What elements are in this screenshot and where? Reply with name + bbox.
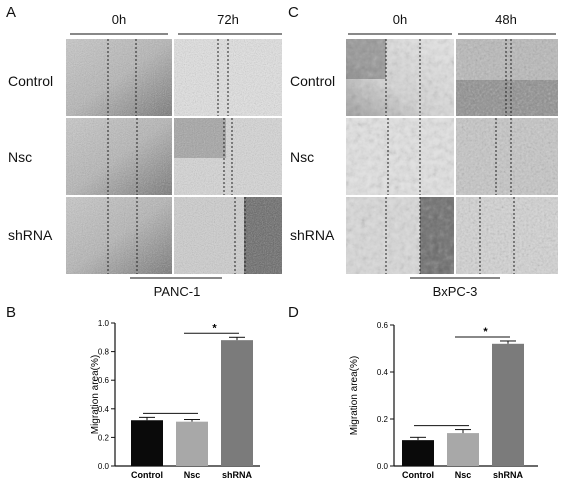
y-tick-label: 0.2 [98, 433, 110, 442]
chart-d: 0.0 0.2 0.4 0.6 Migration area(%) Control Nsc s… [349, 321, 538, 480]
y-axis-label: Migration area(%) [349, 356, 360, 435]
panel-c-row-control: Control [290, 73, 336, 89]
category-label: shRNA [222, 470, 253, 480]
panel-letter-d: D [288, 304, 299, 321]
y-tick-label: 0.8 [98, 348, 110, 357]
micrograph-bxpc3-shrna-0h [346, 197, 454, 274]
bar-nsc [176, 421, 208, 466]
micrograph-panc1-shrna-0h [66, 197, 172, 274]
micrograph-bxpc3-control-48h [456, 39, 558, 116]
panel-c-row-shrna: shRNA [290, 227, 335, 243]
panel-a-micrograph-grid [66, 39, 282, 274]
panel-c-time-48h: 48h [495, 12, 517, 27]
panel-c-micrograph-grid [346, 39, 558, 274]
bar-shrna [221, 340, 253, 466]
micrograph-panc1-control-0h [66, 39, 172, 116]
category-label: Control [131, 470, 163, 480]
category-label: shRNA [493, 470, 524, 480]
panel-c-time-0h: 0h [392, 12, 408, 27]
y-tick-label: 0.0 [98, 462, 110, 471]
micrograph-panc1-shrna-72h [174, 197, 282, 274]
significance-star: * [212, 322, 217, 334]
y-tick-label: 0.2 [377, 415, 389, 424]
micrograph-bxpc3-nsc-48h [456, 118, 558, 195]
y-tick-label: 0.4 [98, 405, 110, 414]
panel-c-cell-line: BxPC-3 [432, 284, 478, 299]
panel-a-cell-line: PANC-1 [153, 284, 201, 299]
panel-a-time-0h: 0h [111, 12, 127, 27]
y-tick-label: 1.0 [98, 319, 110, 328]
y-axis-label: Migration area(%) [90, 355, 101, 434]
bar-control [402, 440, 434, 466]
y-tick-label: 0.4 [377, 368, 389, 377]
micrograph-panc1-nsc-72h [174, 118, 282, 195]
y-tick-label: 0.6 [377, 321, 389, 330]
micrograph-bxpc3-control-0h [346, 39, 454, 116]
micrograph-panc1-nsc-0h [66, 118, 172, 195]
panel-a-row-shrna: shRNA [8, 227, 53, 243]
panel-a-time-72h: 72h [217, 12, 239, 27]
panel-letter-a: A [6, 4, 17, 21]
y-tick-label: 0.0 [377, 462, 389, 471]
category-label: Control [402, 470, 434, 480]
panel-a-row-nsc: Nsc [8, 149, 33, 165]
y-tick-label: 0.6 [98, 376, 110, 385]
micrograph-panc1-control-72h [174, 39, 282, 116]
bar-control [131, 420, 163, 466]
micrograph-bxpc3-nsc-0h [346, 118, 454, 195]
chart-b: 0.0 0.2 0.4 0.6 0.8 1.0 Migration area(%) Contr… [90, 319, 260, 480]
category-label: Nsc [455, 470, 472, 480]
category-label: Nsc [184, 470, 201, 480]
significance-star: * [483, 326, 488, 338]
panel-letter-c: C [288, 4, 299, 21]
panel-a-row-control: Control [8, 73, 54, 89]
bar-nsc [447, 433, 479, 466]
panel-c-row-nsc: Nsc [290, 149, 315, 165]
bar-shrna [492, 343, 524, 466]
panel-letter-b: B [6, 304, 17, 321]
micrograph-bxpc3-shrna-48h [456, 197, 558, 274]
